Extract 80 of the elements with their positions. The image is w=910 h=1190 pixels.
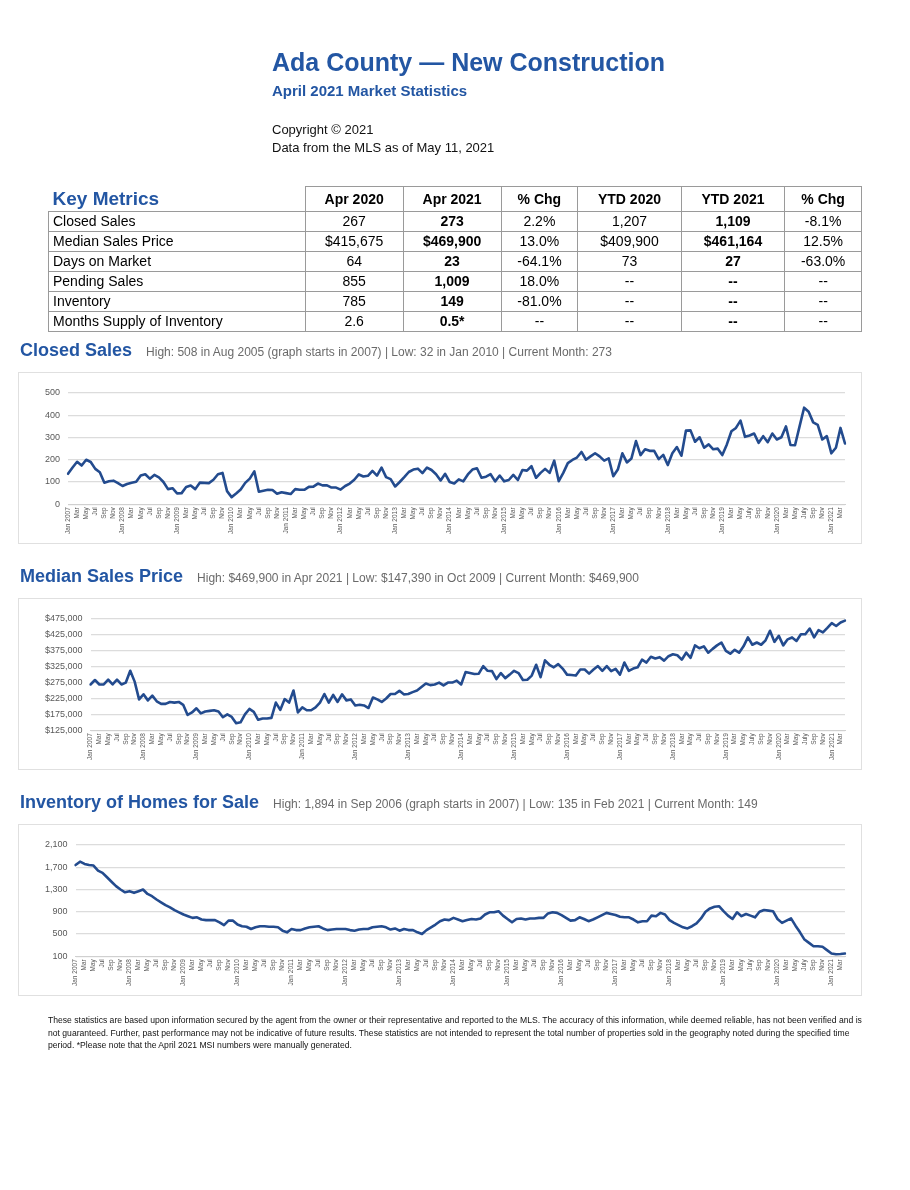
- y-tick-label: $475,000: [44, 613, 83, 624]
- y-tick-label: 500: [44, 387, 61, 398]
- data-label: 64: [305, 251, 404, 271]
- data-label: --: [784, 271, 862, 291]
- text: These statistics are based upon information secured by the agent from the owner or their representative and reported to the MLS. The accuracy of this information, while deemed reliable, has not been verified and is not guaranteed. Further, past performance may not be indicative of future results. These statistics are not intended to represent the total number of properties sold in the geography noted during the specified time period. *Please note that the April 2021 MSI numbers were manually generated.: [48, 1014, 862, 1052]
- data-label: 0.5*: [403, 311, 502, 331]
- chart-title: Median Sales Price: [20, 566, 184, 586]
- data-label: 1,109: [681, 211, 785, 231]
- data-label: 267: [305, 211, 404, 231]
- data-label: -64.1%: [501, 251, 578, 271]
- text: YTD 2020: [577, 186, 682, 211]
- data-label: --: [784, 311, 862, 331]
- text: Key Metrics: [48, 186, 306, 211]
- data-label: $409,900: [577, 231, 682, 251]
- y-tick-label: 1,700: [44, 861, 68, 872]
- category-label: Months Supply of Inventory: [48, 311, 306, 331]
- data-label: 2.6: [305, 311, 404, 331]
- data-label: $415,675: [305, 231, 404, 251]
- data-label: 2.2%: [501, 211, 578, 231]
- category-label: Median Sales Price: [48, 231, 306, 251]
- y-tick-label: $125,000: [44, 724, 83, 735]
- category-label: Closed Sales: [48, 211, 306, 231]
- chart-title: Closed Sales: [20, 340, 133, 360]
- text: April 2021 Market Statistics: [272, 82, 468, 99]
- y-tick-label: $175,000: [44, 708, 83, 719]
- y-tick-label: 0: [55, 498, 61, 509]
- y-tick-label: $375,000: [44, 645, 83, 656]
- data-label: -63.0%: [784, 251, 862, 271]
- data-label: --: [577, 291, 682, 311]
- data-label: --: [784, 291, 862, 311]
- data-label: $469,900: [403, 231, 502, 251]
- data-label: 855: [305, 271, 404, 291]
- y-tick-label: 100: [52, 950, 68, 961]
- y-tick-label: 2,100: [44, 839, 68, 850]
- data-label: 73: [577, 251, 682, 271]
- category-label: Inventory: [48, 291, 306, 311]
- data-label: --: [577, 271, 682, 291]
- text: Copyright © 2021: [272, 122, 374, 137]
- text: YTD 2021: [681, 186, 785, 211]
- text: Ada County — New Construction: [272, 48, 666, 77]
- text: % Chg: [501, 186, 578, 211]
- category-label: Days on Market: [48, 251, 306, 271]
- data-label: 1,009: [403, 271, 502, 291]
- text: Data from the MLS as of May 11, 2021: [272, 140, 495, 155]
- y-tick-label: $225,000: [44, 692, 83, 703]
- data-label: 18.0%: [501, 271, 578, 291]
- legend-label: Apr 2020: [305, 186, 404, 211]
- data-label: $461,164: [681, 231, 785, 251]
- data-label: 1,207: [577, 211, 682, 231]
- y-tick-label: 1,300: [44, 883, 68, 894]
- y-tick-label: $325,000: [44, 661, 83, 672]
- data-label: -8.1%: [784, 211, 862, 231]
- data-label: --: [681, 291, 785, 311]
- y-tick-label: 300: [44, 431, 61, 442]
- y-tick-label: 400: [44, 409, 61, 420]
- data-label: --: [681, 271, 785, 291]
- data-label: --: [681, 311, 785, 331]
- y-tick-label: 900: [52, 906, 68, 917]
- data-label: --: [501, 311, 578, 331]
- y-tick-label: 200: [44, 454, 61, 465]
- chart-subtitle: High: 508 in Aug 2005 (graph starts in 2007) | Low: 32 in Jan 2010 | Current Month: 273: [146, 345, 612, 359]
- text: % Chg: [784, 186, 862, 211]
- data-label: 12.5%: [784, 231, 862, 251]
- y-tick-label: $275,000: [44, 677, 83, 688]
- data-label: -81.0%: [501, 291, 578, 311]
- chart-title: Inventory of Homes for Sale: [20, 792, 260, 812]
- y-tick-label: 100: [44, 476, 61, 487]
- chart-subtitle: High: $469,900 in Apr 2021 | Low: $147,390 in Oct 2009 | Current Month: $469,900: [197, 571, 639, 585]
- y-tick-label: 500: [52, 928, 68, 939]
- data-label: 273: [403, 211, 502, 231]
- data-label: --: [577, 311, 682, 331]
- data-label: 23: [403, 251, 502, 271]
- data-label: 27: [681, 251, 785, 271]
- data-label: 13.0%: [501, 231, 578, 251]
- category-label: Pending Sales: [48, 271, 306, 291]
- data-label: 785: [305, 291, 404, 311]
- chart-subtitle: High: 1,894 in Sep 2006 (graph starts in 2007) | Low: 135 in Feb 2021 | Current Month: 149: [273, 797, 758, 811]
- data-label: 149: [403, 291, 502, 311]
- text: Apr 2021: [403, 186, 502, 211]
- y-tick-label: $425,000: [44, 629, 83, 640]
